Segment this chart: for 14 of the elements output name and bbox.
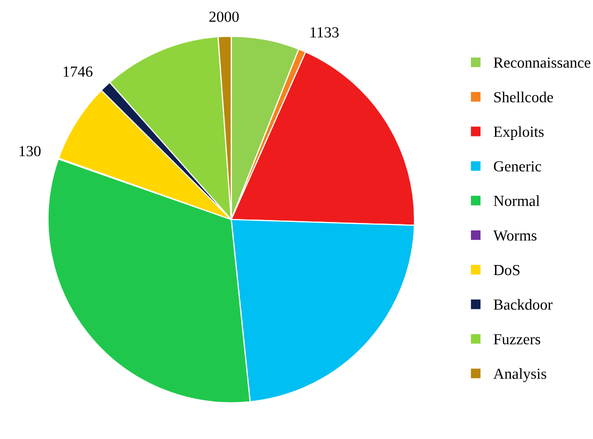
legend-label: Exploits xyxy=(494,126,544,140)
legend-label: Backdoor xyxy=(494,299,553,310)
data-label: 1133 xyxy=(310,27,339,38)
legend-label: Generic xyxy=(494,161,542,172)
data-label: 2000 xyxy=(209,12,239,22)
data-label: 1746 xyxy=(64,66,92,77)
legend-label: DoS xyxy=(494,264,520,276)
data-label: 130 xyxy=(20,146,41,156)
legend-label: Reconnaissance xyxy=(494,58,590,68)
legend-label: Worms xyxy=(493,230,536,241)
legend-label: Analysis xyxy=(493,368,546,382)
legend-label: Shellcode xyxy=(494,92,553,102)
legend-label: Normal xyxy=(494,195,540,206)
legend-label: Fuzzers xyxy=(494,334,540,344)
